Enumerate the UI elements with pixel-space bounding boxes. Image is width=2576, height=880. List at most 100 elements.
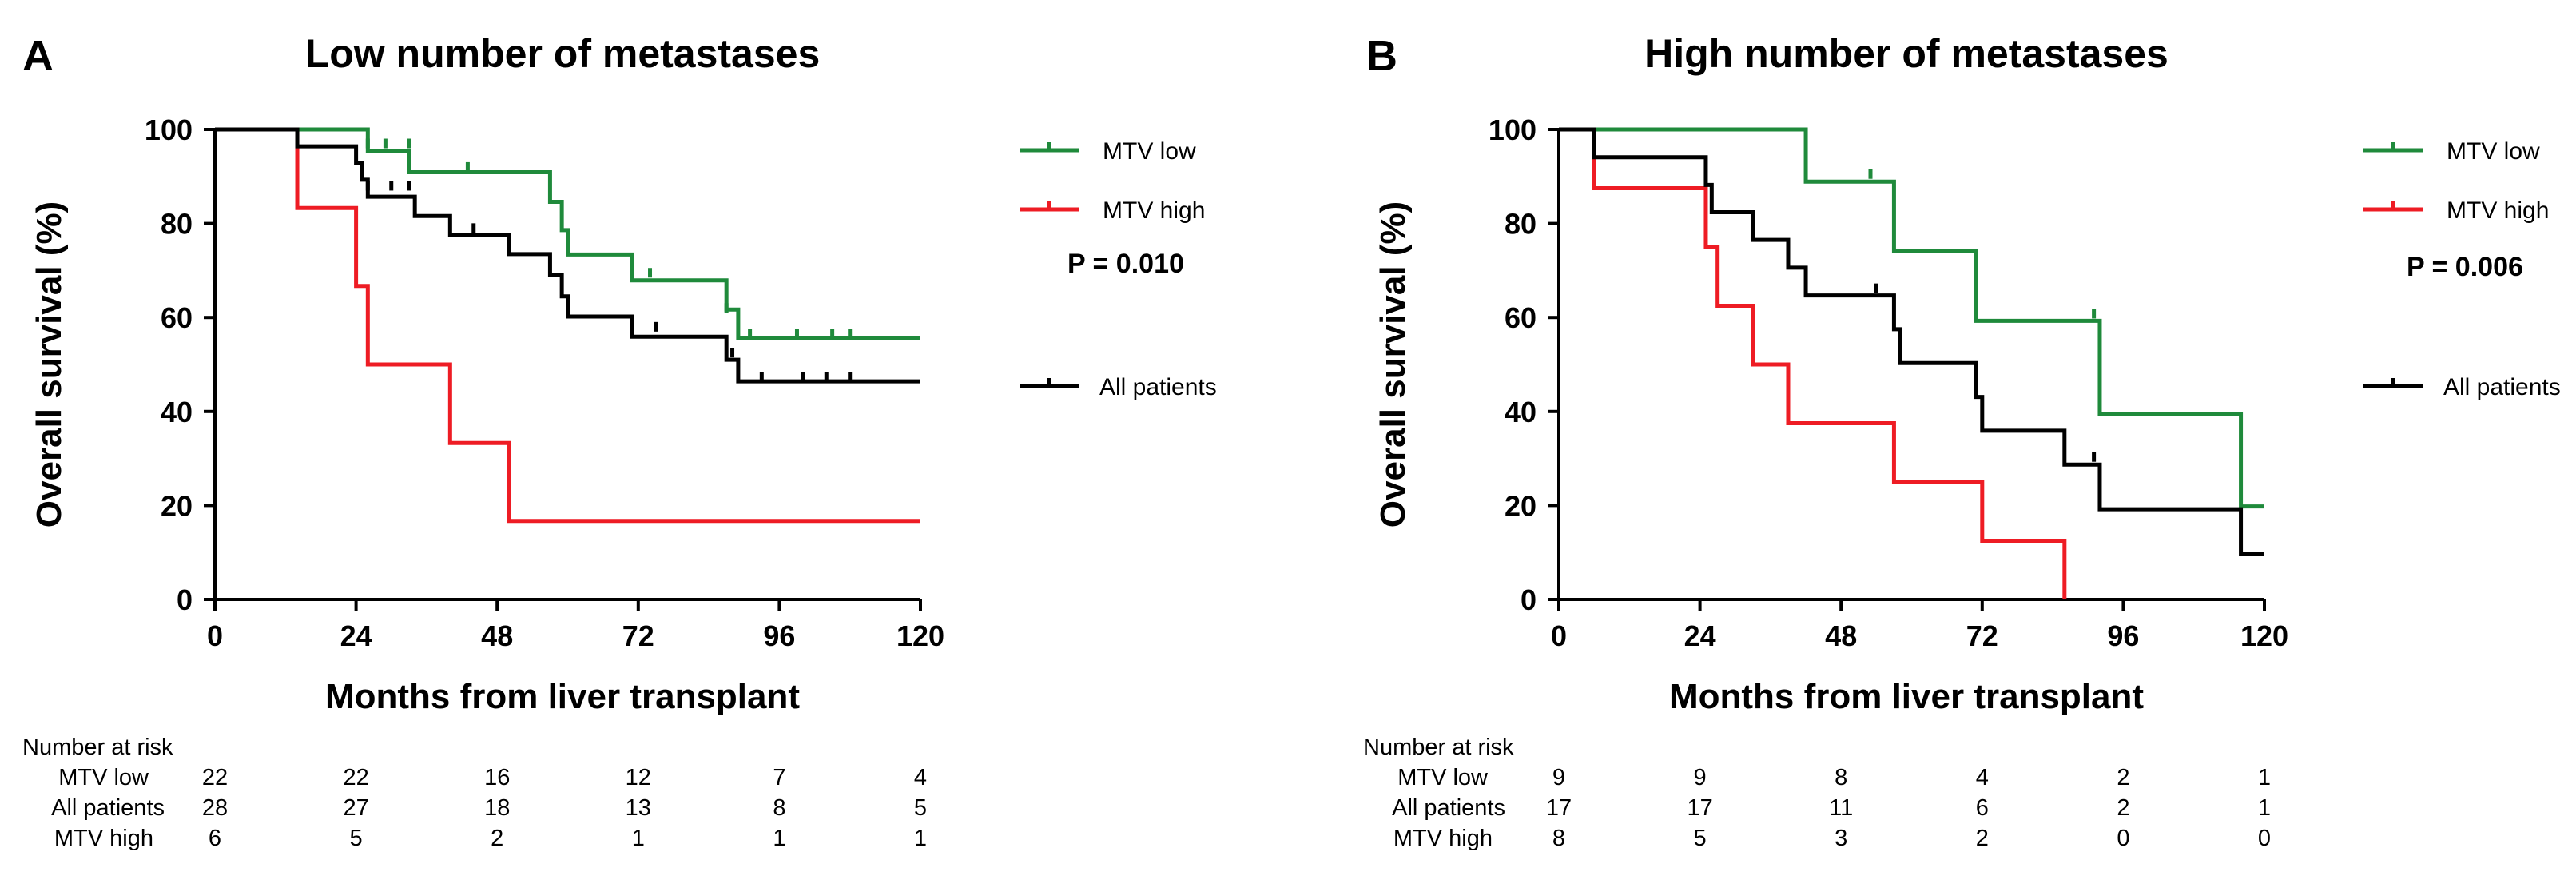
risk-row-label: MTV low [1397,765,1489,790]
panel-b: B High number of metastases Overall surv… [1363,31,2561,851]
risk-table: Number at risk MTV low All patients MTV … [1363,735,2271,851]
risk-row-label: MTV high [1393,826,1493,851]
x-tick-label: 48 [1825,619,1857,652]
x-axis-label: Months from liver transplant [1669,677,2144,716]
risk-value: 18 [484,795,510,821]
x-tick-label: 96 [763,619,795,652]
y-tick-label: 20 [1505,489,1536,522]
x-tick-label: 0 [207,619,223,652]
risk-table-heading: Number at risk [22,735,173,760]
x-tick-label: 24 [1684,619,1716,652]
risk-values: 22 22 16 12 7 4 28 27 18 13 8 5 6 5 2 1 1 1 [202,765,927,851]
risk-row-label: MTV high [54,826,153,851]
legend-label-mtv-low: MTV low [2447,138,2540,165]
risk-value: 22 [202,765,228,790]
risk-value: 9 [1694,765,1707,790]
y-tick-label: 100 [145,113,193,146]
legend-label-mtv-high: MTV high [1103,197,1205,224]
panel-letter: B [1366,32,1397,80]
legend: MTV low MTV high P = 0.010 All patients [1020,138,1217,400]
risk-value: 17 [1546,795,1572,821]
risk-value: 1 [632,826,645,851]
legend-label-all-patients: All patients [2443,374,2561,400]
chart-title: High number of metastases [1644,31,2169,76]
y-axis-label: Overall survival (%) [30,201,69,528]
risk-value: 1 [773,826,785,851]
chart-title: Low number of metastases [305,31,821,76]
x-tick-label: 120 [896,619,944,652]
risk-table-heading: Number at risk [1363,735,1514,760]
risk-value: 28 [202,795,228,821]
y-tick-label: 0 [177,583,193,616]
risk-value: 17 [1687,795,1712,821]
series-line-mtv-low [1559,127,2264,509]
series-line-all-patients [215,127,920,384]
risk-value: 8 [1835,765,1847,790]
x-tick-label: 24 [340,619,372,652]
legend: MTV low MTV high P = 0.006 All patients [2363,138,2561,400]
p-value: P = 0.006 [2407,252,2523,282]
risk-value: 6 [209,826,221,851]
plot-area: 0 24 48 72 96 120 0 20 40 60 80 100 [145,113,944,652]
x-tick-label: 72 [622,619,654,652]
y-tick-label: 40 [161,396,193,428]
y-tick-label: 40 [1505,396,1536,428]
y-tick-label: 0 [1521,583,1536,616]
risk-row-label: All patients [1392,795,1505,821]
risk-value: 2 [1976,826,1989,851]
risk-value: 5 [350,826,363,851]
risk-row-label: All patients [51,795,165,821]
risk-value: 2 [2117,765,2129,790]
risk-value: 6 [1976,795,1989,821]
x-tick-label: 120 [2240,619,2288,652]
y-tick-label: 60 [1505,301,1536,334]
risk-value: 0 [2258,826,2271,851]
risk-value: 4 [1976,765,1989,790]
risk-value: 11 [1829,795,1853,821]
risk-value: 2 [2117,795,2129,821]
series-line-mtv-high [215,127,920,524]
risk-value: 12 [626,765,651,790]
panel-letter: A [22,32,54,80]
y-tick-label: 60 [161,301,193,334]
y-axis-label: Overall survival (%) [1373,201,1413,528]
x-tick-label: 0 [1551,619,1567,652]
risk-value: 16 [484,765,510,790]
risk-value: 2 [491,826,503,851]
x-axis-label: Months from liver transplant [325,677,800,716]
x-tick-label: 72 [1966,619,1998,652]
series-line-mtv-high [1559,127,2067,599]
risk-value: 1 [914,826,927,851]
risk-value: 4 [914,765,927,790]
risk-value: 1 [2258,795,2271,821]
series-line-all-patients [1559,127,2264,557]
legend-label-mtv-high: MTV high [2447,197,2549,224]
risk-values: 9 9 8 4 2 1 17 17 11 6 2 1 8 5 3 2 0 0 [1546,765,2271,851]
risk-value: 8 [773,795,785,821]
y-tick-label: 100 [1489,113,1536,146]
risk-row-label: MTV low [58,765,149,790]
risk-value: 8 [1552,826,1565,851]
p-value: P = 0.010 [1067,249,1184,279]
panel-a: A Low number of metastases Overall survi… [22,31,1217,851]
risk-table: Number at risk MTV low All patients MTV … [22,735,927,851]
x-tick-label: 48 [481,619,513,652]
y-tick-label: 80 [161,208,193,241]
risk-value: 27 [343,795,368,821]
y-tick-label: 80 [1505,208,1536,241]
y-tick-label: 20 [161,489,193,522]
risk-value: 5 [1694,826,1707,851]
risk-value: 1 [2258,765,2271,790]
x-tick-label: 96 [2107,619,2139,652]
risk-value: 7 [773,765,785,790]
legend-label-mtv-low: MTV low [1103,138,1196,165]
risk-value: 22 [343,765,368,790]
risk-value: 13 [626,795,651,821]
plot-area: 0 24 48 72 96 120 0 20 40 60 80 100 [1489,113,2288,652]
risk-value: 9 [1552,765,1565,790]
risk-value: 5 [914,795,927,821]
risk-value: 0 [2117,826,2129,851]
risk-value: 3 [1835,826,1847,851]
legend-label-all-patients: All patients [1099,374,1217,400]
